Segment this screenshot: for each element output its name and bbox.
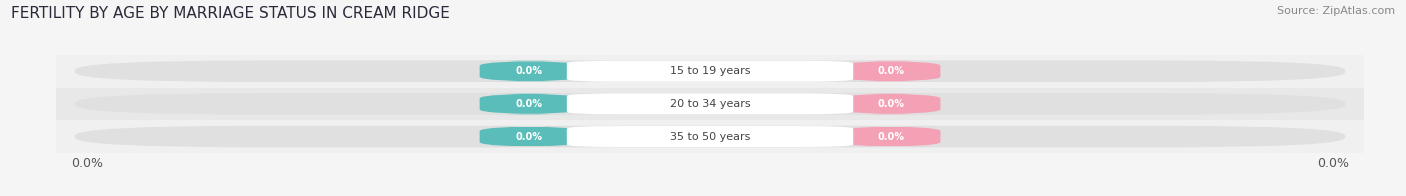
Text: 15 to 19 years: 15 to 19 years [669, 66, 751, 76]
FancyBboxPatch shape [567, 61, 853, 82]
FancyBboxPatch shape [479, 61, 579, 82]
Text: 0.0%: 0.0% [877, 66, 904, 76]
FancyBboxPatch shape [841, 61, 941, 82]
Bar [56, 55, 1364, 88]
FancyBboxPatch shape [75, 93, 1346, 115]
FancyBboxPatch shape [75, 60, 1346, 82]
Legend: Married, Unmarried: Married, Unmarried [620, 194, 800, 196]
Text: 0.0%: 0.0% [877, 99, 904, 109]
FancyBboxPatch shape [479, 126, 579, 147]
Text: 0.0%: 0.0% [516, 132, 543, 142]
FancyBboxPatch shape [75, 126, 1346, 147]
Text: 35 to 50 years: 35 to 50 years [669, 132, 751, 142]
Bar [56, 120, 1364, 153]
FancyBboxPatch shape [841, 93, 941, 114]
Text: 0.0%: 0.0% [877, 132, 904, 142]
Bar [56, 88, 1364, 120]
Text: 0.0%: 0.0% [516, 66, 543, 76]
Text: Source: ZipAtlas.com: Source: ZipAtlas.com [1277, 6, 1395, 16]
Text: FERTILITY BY AGE BY MARRIAGE STATUS IN CREAM RIDGE: FERTILITY BY AGE BY MARRIAGE STATUS IN C… [11, 6, 450, 21]
FancyBboxPatch shape [841, 126, 941, 147]
Text: 0.0%: 0.0% [516, 99, 543, 109]
FancyBboxPatch shape [479, 93, 579, 114]
Text: 20 to 34 years: 20 to 34 years [669, 99, 751, 109]
FancyBboxPatch shape [567, 126, 853, 147]
FancyBboxPatch shape [567, 93, 853, 114]
